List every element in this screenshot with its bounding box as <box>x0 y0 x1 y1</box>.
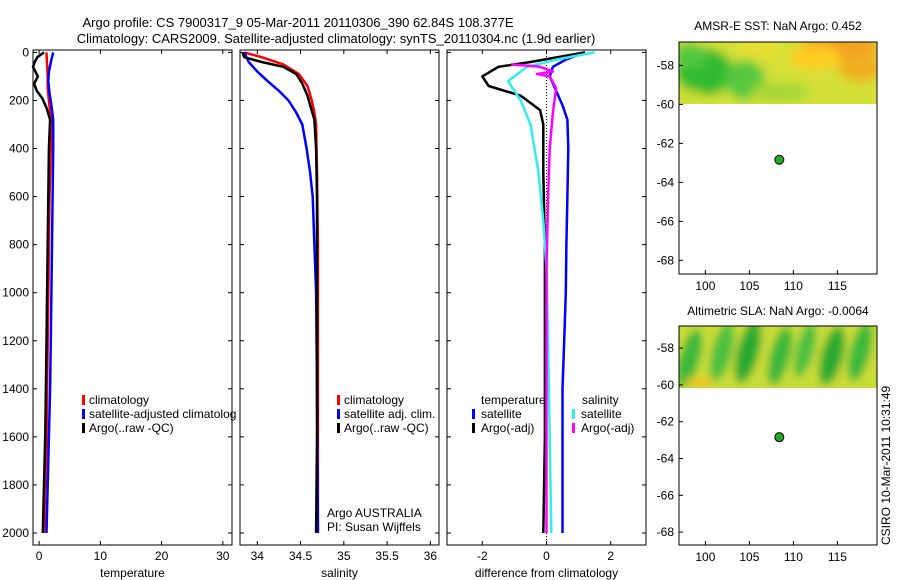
temperature-series-black <box>31 51 52 534</box>
salinity-legend-label: satellite adj. clim. <box>344 407 435 421</box>
difference-xtick-label: 2 <box>607 549 614 563</box>
amsre-ytick-label: -64 <box>657 175 675 189</box>
salinity-plot-frame <box>239 49 440 546</box>
depth-tick-label: 600 <box>9 190 29 204</box>
depth-tick-label: 1800 <box>2 478 29 492</box>
amsre-ytick-label: -66 <box>657 214 675 228</box>
amsre-ytick-label: -58 <box>657 58 675 72</box>
depth-tick-label: 1400 <box>2 382 29 396</box>
depth-tick-label: 0 <box>22 45 29 59</box>
salinity-series-black <box>241 51 319 534</box>
sst-field <box>679 42 877 104</box>
altimetric-xtick-label: 105 <box>739 550 759 564</box>
temperature-legend-label: climatology <box>89 393 149 407</box>
difference-series-blue <box>548 51 586 533</box>
depth-tick-label: 1200 <box>2 334 29 348</box>
difference-legend-label: Argo(-adj) <box>581 421 634 435</box>
difference-legend-header: temperature <box>481 393 546 407</box>
amsre-xtick-label: 110 <box>784 279 803 293</box>
temperature-legend-swatch <box>82 395 85 405</box>
depth-tick-label: 200 <box>9 93 29 107</box>
amsre-title: AMSR-E SST: NaN Argo: 0.452 <box>694 19 862 33</box>
depth-tick-label: 800 <box>9 238 29 252</box>
sla-map-frame <box>678 325 878 546</box>
depth-tick-label: 400 <box>9 142 29 156</box>
sla-map <box>678 325 878 546</box>
amsre-ytick-label: -62 <box>657 136 675 150</box>
altimetric-ytick-label: -66 <box>657 488 675 502</box>
salinity-xtick-label: 35.5 <box>375 549 399 563</box>
salinity-series-blue <box>243 51 320 534</box>
temperature-legend-swatch <box>82 423 85 433</box>
salinity-legend-swatch <box>337 423 340 433</box>
salinity-xtick-label: 35 <box>337 549 351 563</box>
sst-map <box>678 41 878 275</box>
temperature-legend-label: Argo(..raw -QC) <box>89 421 174 435</box>
altimetric-ytick-label: -60 <box>657 378 675 392</box>
amsre-ytick-label: -68 <box>657 253 675 267</box>
difference-legend-label: satellite <box>581 407 622 421</box>
difference-series-magenta <box>511 63 558 533</box>
temperature-xtick-label: 30 <box>216 549 230 563</box>
difference-legend-swatch <box>472 423 475 433</box>
salinity-legend-label: Argo(..raw -QC) <box>344 421 429 435</box>
temperature-xtick-label: 20 <box>155 549 169 563</box>
depth-tick-label: 1600 <box>2 430 29 444</box>
amsre-ytick-label: -60 <box>657 97 675 111</box>
altimetric-ytick-label: -62 <box>657 415 675 429</box>
difference-legend-swatch <box>472 409 475 419</box>
salinity-xtick-label: 34.5 <box>289 549 313 563</box>
temperature-xtick-label: 10 <box>94 549 108 563</box>
sst-map-frame <box>678 41 878 275</box>
altimetric-ytick-label: -68 <box>657 525 675 539</box>
side-timestamp: CSIRO 10-Mar-2011 10:31:49 <box>879 385 893 545</box>
temperature-legend-label: satellite-adjusted climatolog <box>89 407 236 421</box>
salinity-xtick-label: 36 <box>424 549 438 563</box>
depth-tick-label: 2000 <box>2 526 29 540</box>
depth-tick-label: 1000 <box>2 286 29 300</box>
altimetric-xtick-label: 110 <box>784 550 803 564</box>
difference-xlabel: difference from climatology <box>475 566 618 580</box>
difference-xtick-label: 0 <box>543 549 550 563</box>
salinity-legend-swatch <box>337 395 340 405</box>
salinity-series-red <box>243 51 320 533</box>
amsre-xtick-label: 115 <box>828 279 847 293</box>
altimetric-ytick-label: -58 <box>657 341 675 355</box>
amsre-float-marker <box>774 154 785 165</box>
amsre-xtick-label: 100 <box>695 279 715 293</box>
salinity-xlabel: salinity <box>321 566 358 580</box>
salinity-annotation: PI: Susan Wijffels <box>327 520 421 534</box>
amsre-xtick-label: 105 <box>739 279 759 293</box>
figure-title-line2: Climatology: CARS2009. Satellite-adjuste… <box>77 31 596 46</box>
salinity-xtick-label: 34 <box>251 549 265 563</box>
temperature-xtick-label: 0 <box>36 549 43 563</box>
altimetric-ytick-label: -64 <box>657 452 675 466</box>
altimetric-float-marker <box>774 432 785 443</box>
difference-series-black <box>481 51 586 534</box>
salinity-annotation: Argo AUSTRALIA <box>327 506 422 520</box>
altimetric-xtick-label: 115 <box>828 550 847 564</box>
plot-layer: 0 10 20 30020040060080010001200140016001800… <box>2 19 869 580</box>
difference-legend-swatch <box>572 423 575 433</box>
difference-legend-header: salinity <box>582 393 619 407</box>
figure-title-line1: Argo profile: CS 7900317_9 05-Mar-2011 2… <box>82 15 513 30</box>
temperature-legend-swatch <box>82 409 85 419</box>
temperature-xlabel: temperature <box>100 566 165 580</box>
difference-legend-swatch <box>572 409 575 419</box>
salinity-legend-label: climatology <box>344 393 404 407</box>
temperature-series-blue <box>45 52 55 534</box>
difference-legend-label: Argo(-adj) <box>481 421 534 435</box>
temperature-plot-frame <box>32 49 233 546</box>
altimetric-title: Altimetric SLA: NaN Argo: -0.0064 <box>687 304 869 318</box>
altimetric-xtick-label: 100 <box>695 550 715 564</box>
salinity-legend-swatch <box>337 409 340 419</box>
sla-field <box>679 326 877 388</box>
difference-xtick-label: -2 <box>477 549 488 563</box>
difference-legend-label: satellite <box>481 407 522 421</box>
